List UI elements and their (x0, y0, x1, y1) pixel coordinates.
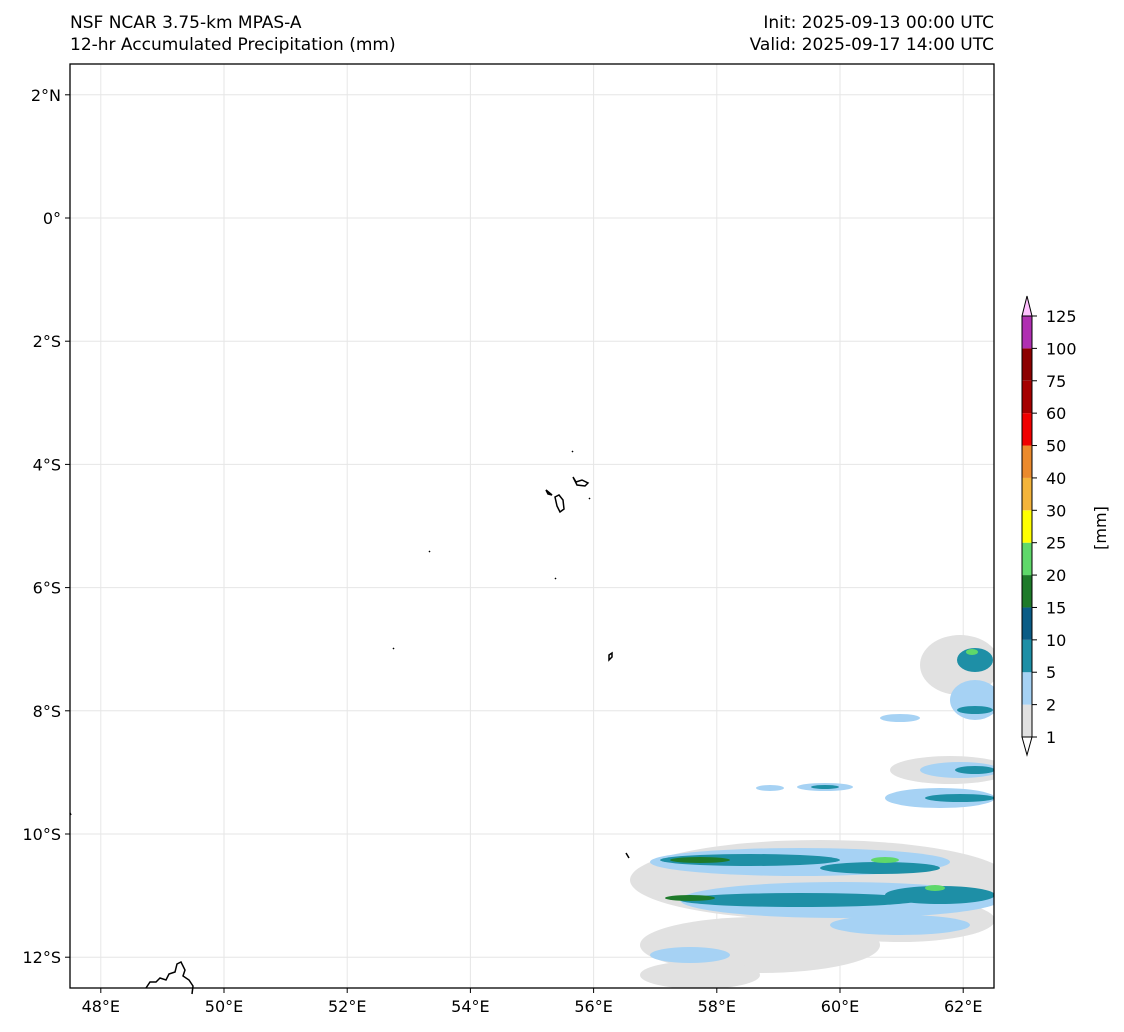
island-outline (554, 494, 565, 514)
colorbar-tick-label: 20 (1046, 566, 1066, 585)
lat-tick-label: 2°N (31, 86, 61, 105)
lat-tick-label: 2°S (33, 332, 61, 351)
colorbar-tick-label: 5 (1046, 663, 1056, 682)
island-outline (392, 647, 395, 650)
island-outline (571, 450, 574, 453)
colorbar-segment (1022, 510, 1032, 543)
colorbar-tick-label: 50 (1046, 437, 1066, 456)
colorbar-tick-label: 60 (1046, 404, 1066, 423)
lon-tick-label: 58°E (698, 997, 736, 1016)
colorbar-tick-label: 30 (1046, 501, 1066, 520)
lat-tick-label: 0° (43, 209, 61, 228)
colorbar-frame (1021, 315, 1033, 738)
colorbar-tick-label: 10 (1046, 631, 1066, 650)
lon-tick-label: 52°E (328, 997, 366, 1016)
colorbar-segment (1022, 672, 1032, 705)
colorbar-segment (1022, 380, 1032, 414)
colorbar-segment (1022, 348, 1032, 381)
island-outline (428, 550, 431, 553)
model-title: NSF NCAR 3.75-km MPAS-A (70, 13, 302, 33)
latitude-ticks: 2°N 0° 2°S 4°S 6°S 8°S 10°S 12°S (22, 86, 70, 967)
colorbar-upper-extension (1021, 295, 1033, 317)
init-time: Init: 2025-09-13 00:00 UTC (763, 13, 994, 33)
colorbar-segment (1022, 639, 1032, 673)
colorbar-segment (1022, 477, 1032, 511)
colorbar-segment (1022, 704, 1032, 737)
lon-tick-label: 48°E (82, 997, 120, 1016)
colorbar-unit-label: [mm] (1091, 506, 1110, 550)
precip-field (630, 635, 994, 988)
lon-tick-label: 56°E (574, 997, 612, 1016)
valid-time: Valid: 2025-09-17 14:00 UTC (749, 35, 994, 55)
colorbar-tick-label: 2 (1046, 696, 1056, 715)
colorbar-segment (1022, 413, 1032, 446)
lat-tick-label: 6°S (33, 579, 61, 598)
colorbar-tick-label: 125 (1046, 307, 1077, 326)
map-frame (69, 63, 995, 989)
lon-tick-label: 54°E (451, 997, 489, 1016)
island-outline (572, 476, 590, 487)
colorbar-lower-extension (1021, 736, 1033, 757)
map-header-right: Init: 2025-09-13 00:00 UTC Valid: 2025-0… (750, 12, 994, 56)
lon-tick-label: 60°E (821, 997, 859, 1016)
island-outline (554, 577, 557, 580)
madagascar-coastline (145, 960, 194, 995)
lat-tick-label: 4°S (33, 455, 61, 474)
lon-tick-label: 62°E (944, 997, 982, 1016)
colorbar-tick-label: 40 (1046, 469, 1066, 488)
lat-tick-label: 12°S (22, 948, 61, 967)
gridlines (70, 64, 994, 988)
island-outline (625, 852, 630, 859)
longitude-ticks: 48°E 50°E 52°E 54°E 56°E 58°E 60°E 62°E (82, 988, 982, 1016)
field-title: 12-hr Accumulated Precipitation (mm) (70, 35, 396, 55)
island-outline (545, 489, 553, 496)
coastlines (69, 450, 630, 995)
colorbar-segment (1022, 445, 1032, 478)
lat-tick-label: 10°S (22, 825, 61, 844)
colorbar-tick-label: 100 (1046, 339, 1077, 358)
island-outline (588, 497, 591, 500)
map-header-left: NSF NCAR 3.75-km MPAS-A 12-hr Accumulate… (70, 12, 396, 56)
island-outline (608, 651, 613, 662)
colorbar-segment (1022, 575, 1032, 608)
colorbar-tick-label: 75 (1046, 372, 1066, 391)
colorbar-tick-label: 25 (1046, 534, 1066, 553)
colorbar-segment (1022, 316, 1032, 349)
lon-tick-label: 50°E (205, 997, 243, 1016)
colorbar-segment (1022, 607, 1032, 640)
colorbar-tick-label: 15 (1046, 598, 1066, 617)
colorbar-tick-label: 1 (1046, 728, 1056, 747)
colorbar-segment (1022, 542, 1032, 576)
lat-tick-label: 8°S (33, 702, 61, 721)
